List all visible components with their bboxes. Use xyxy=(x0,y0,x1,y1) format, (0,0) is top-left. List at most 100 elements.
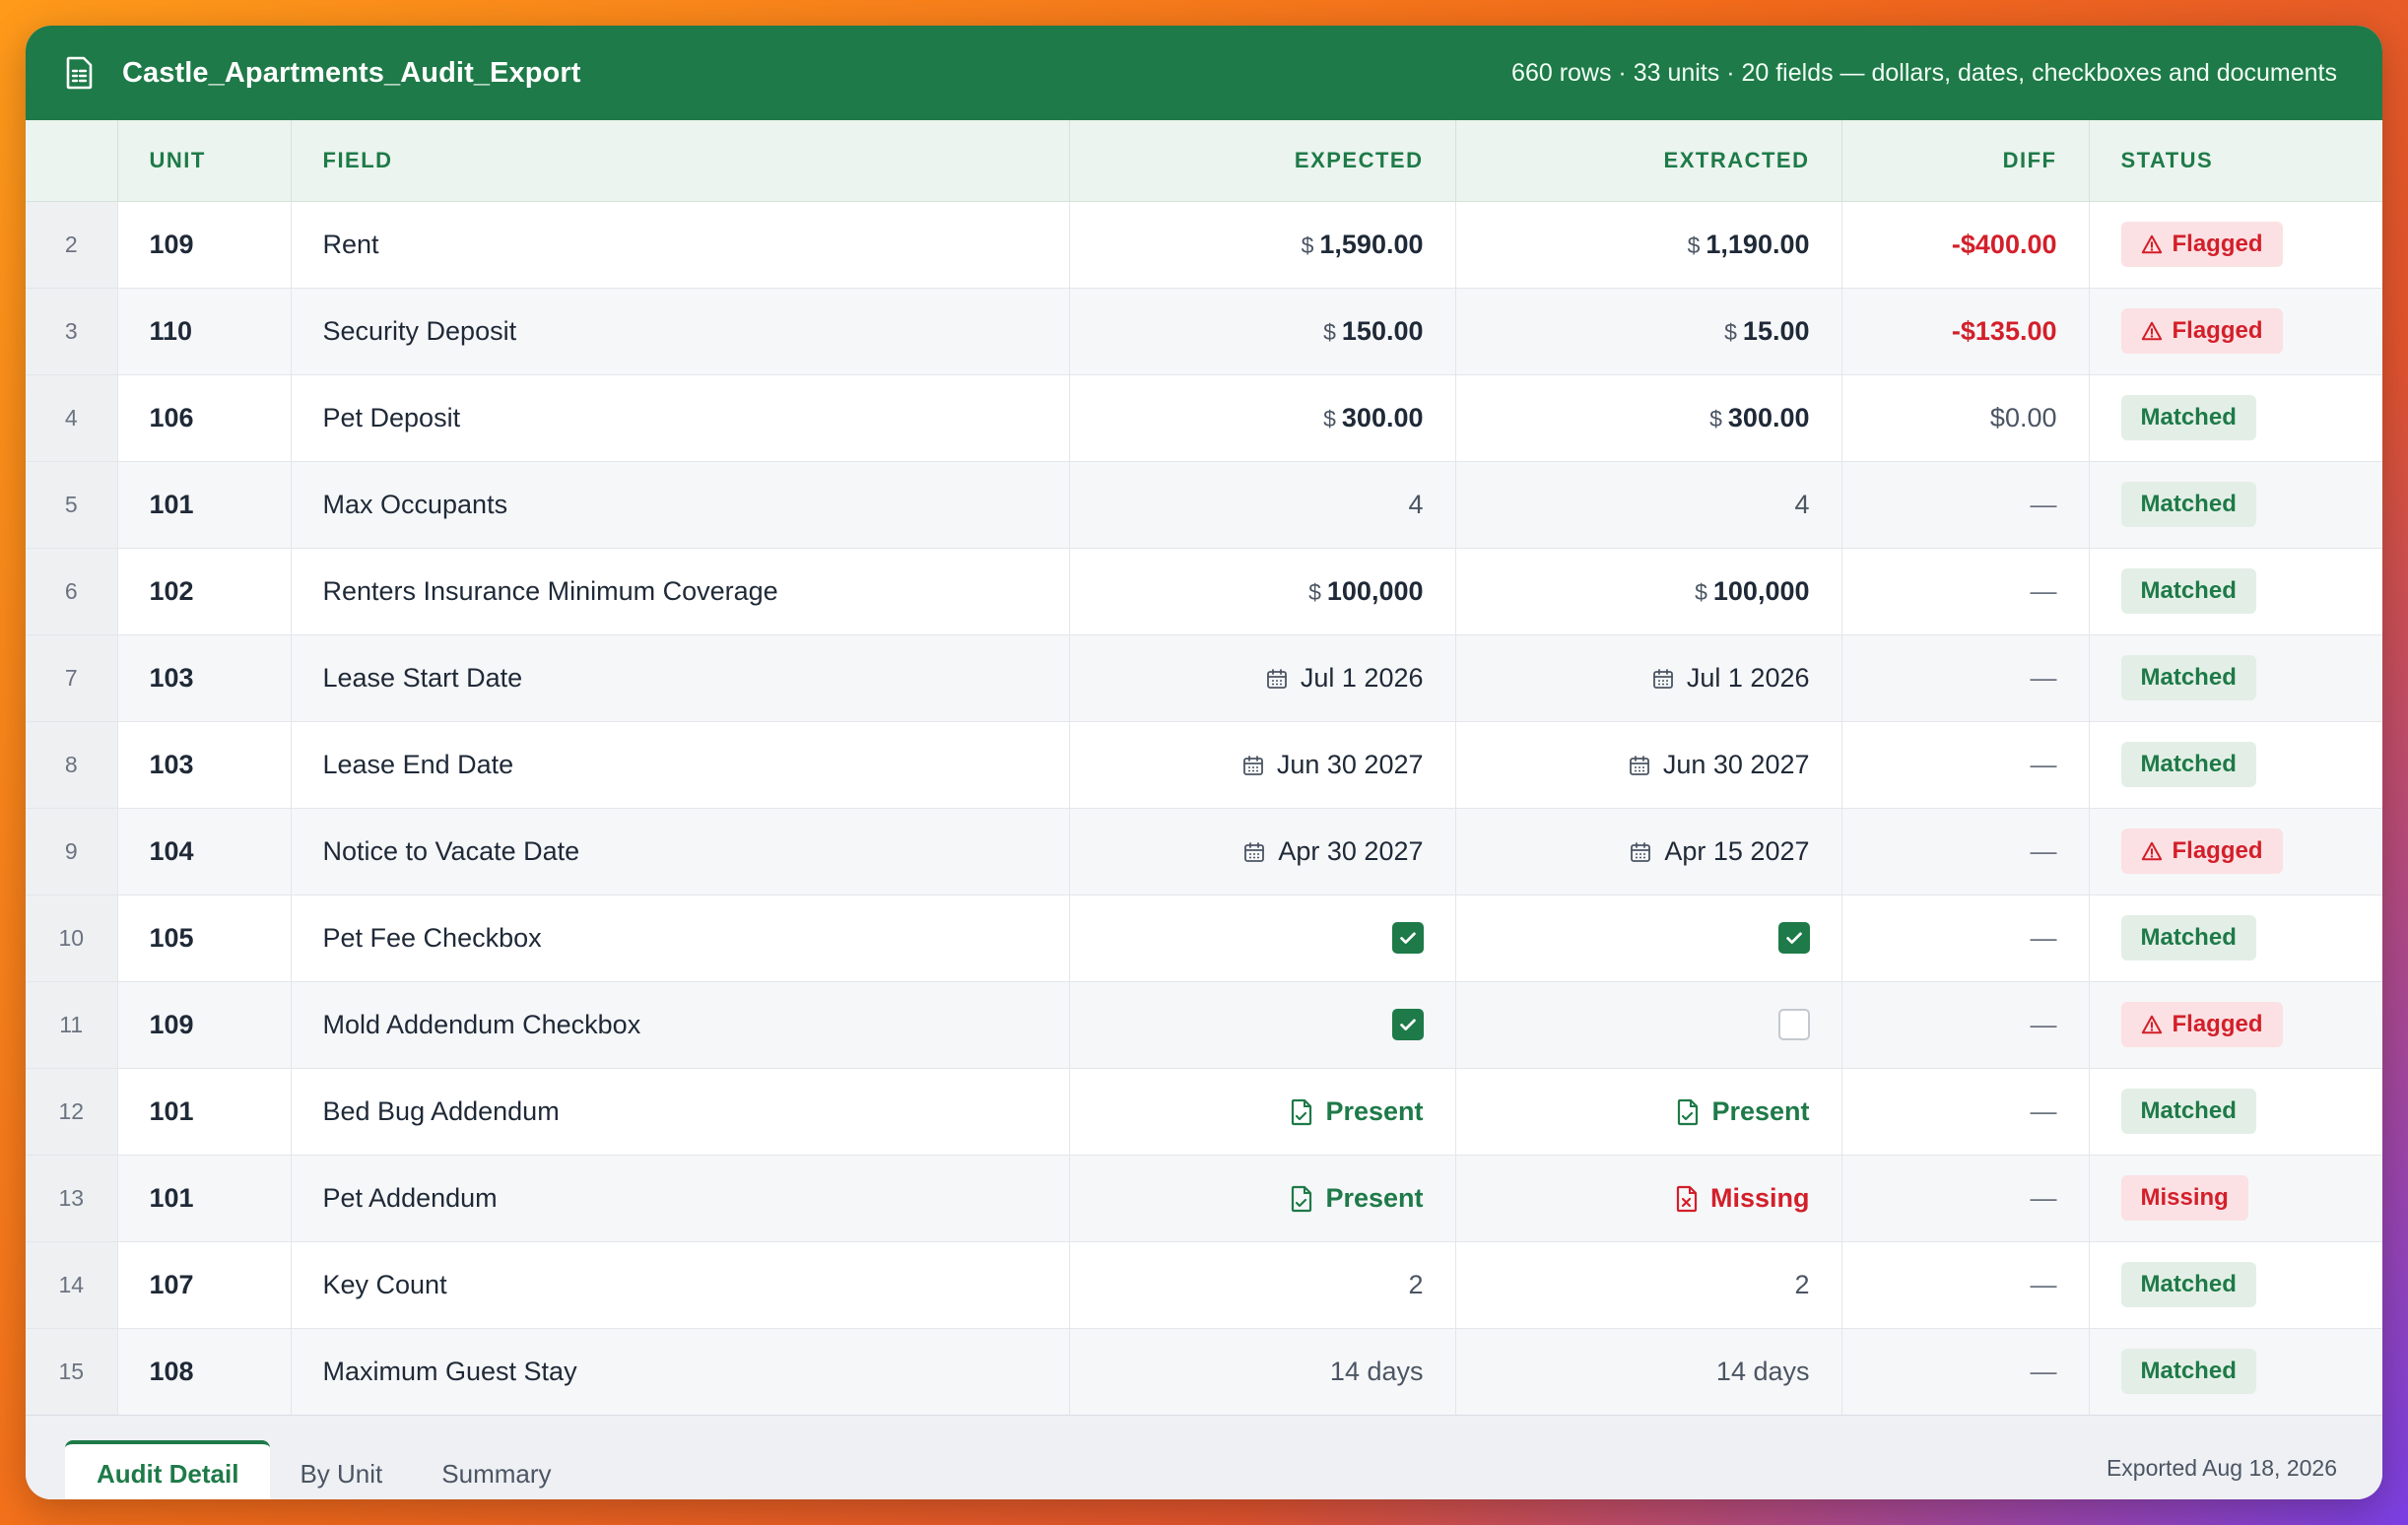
unit-cell[interactable]: 108 xyxy=(117,1328,292,1416)
header-expected[interactable]: EXPECTED xyxy=(1069,120,1456,202)
unit-cell[interactable]: 109 xyxy=(117,201,292,289)
unit-cell[interactable]: 101 xyxy=(117,1068,292,1156)
extracted-cell[interactable] xyxy=(1455,895,1842,982)
table-row[interactable]: 7 103 Lease Start Date Jul 1 2026 Jul 1 2026… xyxy=(26,634,2382,722)
expected-cell[interactable] xyxy=(1069,981,1456,1069)
unit-cell[interactable]: 103 xyxy=(117,721,292,809)
tab-by-unit[interactable]: By Unit xyxy=(300,1459,383,1489)
expected-cell[interactable]: $1,590.00 xyxy=(1069,201,1456,289)
header-unit[interactable]: UNIT xyxy=(117,120,292,202)
tab-audit-detail[interactable]: Audit Detail xyxy=(65,1440,271,1499)
document-status[interactable]: Present xyxy=(1676,1096,1810,1127)
expected-cell[interactable]: 4 xyxy=(1069,461,1456,549)
document-status[interactable]: Present xyxy=(1290,1183,1424,1214)
extracted-cell[interactable]: $15.00 xyxy=(1455,288,1842,375)
status-cell[interactable]: Matched xyxy=(2089,1328,2382,1416)
unit-cell[interactable]: 103 xyxy=(117,634,292,722)
status-cell[interactable]: Matched xyxy=(2089,374,2382,462)
field-cell[interactable]: Rent xyxy=(291,201,1070,289)
table-row[interactable]: 4 106 Pet Deposit $300.00 $300.00 $0.00 Matche… xyxy=(26,374,2382,462)
diff-cell[interactable]: — xyxy=(1841,548,2090,635)
expected-cell[interactable]: 14 days xyxy=(1069,1328,1456,1416)
header-extracted[interactable]: EXTRACTED xyxy=(1455,120,1842,202)
field-cell[interactable]: Mold Addendum Checkbox xyxy=(291,981,1070,1069)
diff-cell[interactable]: — xyxy=(1841,895,2090,982)
diff-cell[interactable]: — xyxy=(1841,634,2090,722)
diff-cell[interactable]: — xyxy=(1841,981,2090,1069)
field-cell[interactable]: Pet Fee Checkbox xyxy=(291,895,1070,982)
status-cell[interactable]: Matched xyxy=(2089,1068,2382,1156)
table-row[interactable]: 13 101 Pet Addendum Present Missing — Missing xyxy=(26,1155,2382,1242)
field-cell[interactable]: Renters Insurance Minimum Coverage xyxy=(291,548,1070,635)
extracted-cell[interactable]: Present xyxy=(1455,1068,1842,1156)
unchecked-checkbox[interactable] xyxy=(1777,1009,1810,1041)
unit-cell[interactable]: 107 xyxy=(117,1241,292,1329)
diff-cell[interactable]: $0.00 xyxy=(1841,374,2090,462)
extracted-cell[interactable]: $300.00 xyxy=(1455,374,1842,462)
unit-cell[interactable]: 101 xyxy=(117,461,292,549)
status-cell[interactable]: Matched xyxy=(2089,548,2382,635)
table-row[interactable]: 14 107 Key Count 2 2 — Matched xyxy=(26,1241,2382,1329)
expected-cell[interactable]: Jul 1 2026 xyxy=(1069,634,1456,722)
table-row[interactable]: 2 109 Rent $1,590.00 $1,190.00 -$400.00 Flagge… xyxy=(26,201,2382,289)
field-cell[interactable]: Maximum Guest Stay xyxy=(291,1328,1070,1416)
expected-cell[interactable]: Apr 30 2027 xyxy=(1069,808,1456,895)
status-cell[interactable]: Matched xyxy=(2089,461,2382,549)
unit-cell[interactable]: 105 xyxy=(117,895,292,982)
table-row[interactable]: 9 104 Notice to Vacate Date Apr 30 2027 Apr … xyxy=(26,808,2382,895)
expected-cell[interactable] xyxy=(1069,895,1456,982)
table-row[interactable]: 11 109 Mold Addendum Checkbox — Flagged xyxy=(26,981,2382,1069)
diff-cell[interactable]: — xyxy=(1841,1328,2090,1416)
diff-cell[interactable]: — xyxy=(1841,1068,2090,1156)
expected-cell[interactable]: $150.00 xyxy=(1069,288,1456,375)
extracted-cell[interactable]: 2 xyxy=(1455,1241,1842,1329)
field-cell[interactable]: Key Count xyxy=(291,1241,1070,1329)
unit-cell[interactable]: 104 xyxy=(117,808,292,895)
extracted-cell[interactable]: 4 xyxy=(1455,461,1842,549)
status-cell[interactable]: Flagged xyxy=(2089,288,2382,375)
unit-cell[interactable]: 110 xyxy=(117,288,292,375)
table-row[interactable]: 3 110 Security Deposit $150.00 $15.00 -$135.0… xyxy=(26,288,2382,375)
diff-cell[interactable]: -$135.00 xyxy=(1841,288,2090,375)
diff-cell[interactable]: — xyxy=(1841,721,2090,809)
status-cell[interactable]: Flagged xyxy=(2089,201,2382,289)
field-cell[interactable]: Pet Addendum xyxy=(291,1155,1070,1242)
header-diff[interactable]: DIFF xyxy=(1841,120,2090,202)
diff-cell[interactable]: — xyxy=(1841,461,2090,549)
status-cell[interactable]: Missing xyxy=(2089,1155,2382,1242)
extracted-cell[interactable]: Jun 30 2027 xyxy=(1455,721,1842,809)
extracted-cell[interactable]: 14 days xyxy=(1455,1328,1842,1416)
checked-checkbox[interactable] xyxy=(1777,922,1810,955)
checked-checkbox[interactable] xyxy=(1391,1009,1424,1041)
diff-cell[interactable]: — xyxy=(1841,1155,2090,1242)
extracted-cell[interactable] xyxy=(1455,981,1842,1069)
expected-cell[interactable]: Present xyxy=(1069,1068,1456,1156)
expected-cell[interactable]: $100,000 xyxy=(1069,548,1456,635)
header-status[interactable]: STATUS xyxy=(2089,120,2382,202)
extracted-cell[interactable]: Apr 15 2027 xyxy=(1455,808,1842,895)
table-row[interactable]: 15 108 Maximum Guest Stay 14 days 14 days — Ma… xyxy=(26,1328,2382,1416)
field-cell[interactable]: Notice to Vacate Date xyxy=(291,808,1070,895)
header-field[interactable]: FIELD xyxy=(291,120,1070,202)
unit-cell[interactable]: 101 xyxy=(117,1155,292,1242)
extracted-cell[interactable]: Missing xyxy=(1455,1155,1842,1242)
table-row[interactable]: 5 101 Max Occupants 4 4 — Matched xyxy=(26,461,2382,549)
tab-summary[interactable]: Summary xyxy=(441,1459,552,1489)
extracted-cell[interactable]: Jul 1 2026 xyxy=(1455,634,1842,722)
extracted-cell[interactable]: $100,000 xyxy=(1455,548,1842,635)
diff-cell[interactable]: — xyxy=(1841,1241,2090,1329)
extracted-cell[interactable]: $1,190.00 xyxy=(1455,201,1842,289)
expected-cell[interactable]: $300.00 xyxy=(1069,374,1456,462)
diff-cell[interactable]: -$400.00 xyxy=(1841,201,2090,289)
field-cell[interactable]: Security Deposit xyxy=(291,288,1070,375)
unit-cell[interactable]: 106 xyxy=(117,374,292,462)
status-cell[interactable]: Flagged xyxy=(2089,808,2382,895)
table-row[interactable]: 12 101 Bed Bug Addendum Present Present — Matc… xyxy=(26,1068,2382,1156)
expected-cell[interactable]: Jun 30 2027 xyxy=(1069,721,1456,809)
header-row-index[interactable] xyxy=(26,120,118,202)
expected-cell[interactable]: Present xyxy=(1069,1155,1456,1242)
unit-cell[interactable]: 102 xyxy=(117,548,292,635)
table-row[interactable]: 6 102 Renters Insurance Minimum Coverage $1… xyxy=(26,548,2382,635)
field-cell[interactable]: Pet Deposit xyxy=(291,374,1070,462)
field-cell[interactable]: Lease Start Date xyxy=(291,634,1070,722)
